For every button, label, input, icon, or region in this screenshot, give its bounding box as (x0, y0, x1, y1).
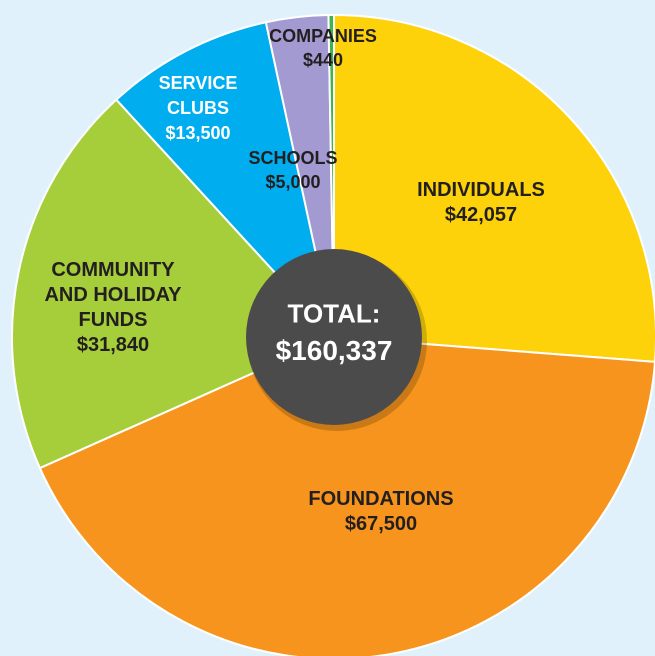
category-label: FOUNDATIONS (308, 488, 454, 510)
slice-label: FOUNDATIONS $67,500 (271, 487, 491, 537)
pie-slice (333, 13, 655, 363)
slice-label: SERVICE CLUBS $13,500 (148, 71, 248, 146)
slice-label: COMPANIES $440 (243, 24, 403, 72)
center-title: TOTAL: (287, 298, 381, 329)
value-label: $67,500 (344, 513, 418, 535)
value-label: $440 (302, 50, 344, 70)
category-label: COMPANIES (269, 26, 377, 46)
slice-label: SCHOOLS $5,000 (238, 146, 348, 194)
category-label: COMMUNITY AND HOLIDAY FUNDS (44, 259, 182, 331)
value-label: $13,500 (165, 123, 231, 143)
pie-slice (11, 98, 336, 470)
value-label: $31,840 (76, 334, 150, 356)
slice-label: COMMUNITY AND HOLIDAY FUNDS $31,840 (33, 258, 193, 358)
pie-slice (114, 21, 336, 341)
value-label: $42,057 (444, 204, 518, 226)
center-total: $160,337 (275, 335, 393, 366)
category-label: SCHOOLS (248, 148, 338, 168)
category-label: INDIVIDUALS (417, 179, 545, 201)
value-label: $5,000 (265, 172, 321, 192)
pie-slice (38, 335, 655, 656)
center-circle (246, 249, 422, 425)
slice-label: INDIVIDUALS $42,057 (381, 178, 581, 228)
category-label: SERVICE CLUBS (158, 73, 238, 118)
